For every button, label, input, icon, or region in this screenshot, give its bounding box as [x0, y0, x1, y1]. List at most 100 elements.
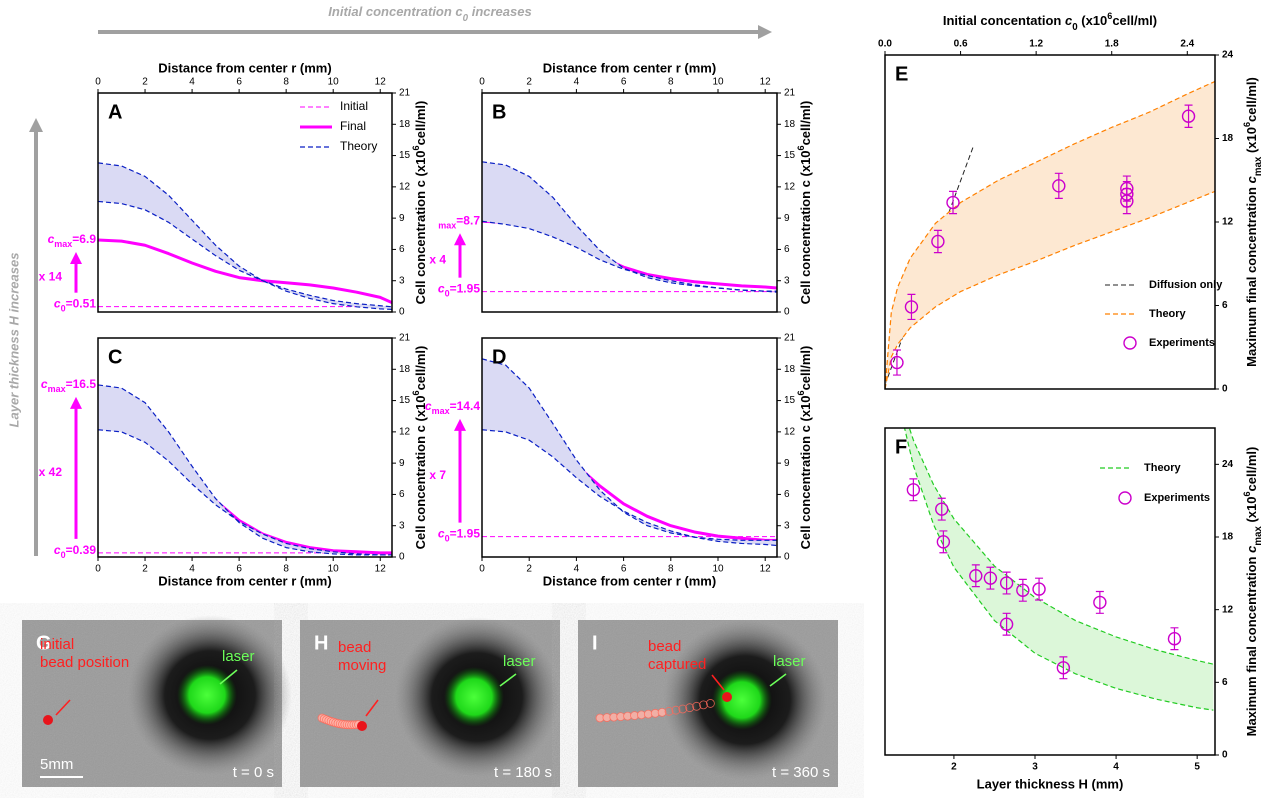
bead-trail [692, 701, 701, 711]
time-label: t = 0 s [233, 764, 274, 781]
x-tick-label: 2 [526, 77, 532, 88]
x-axis-label-part: Initial concentation [943, 13, 1065, 28]
x-tick-label: 0.6 [954, 39, 968, 50]
series-line [98, 238, 392, 304]
legend-label: Final [340, 119, 366, 133]
side-arrow-head [29, 118, 43, 132]
x-tick-label: 10 [328, 77, 340, 88]
theory-band [904, 428, 1214, 711]
y-axis-label-part: max [1253, 156, 1264, 176]
x-tick-label: 0 [479, 77, 485, 88]
x-tick-label: 1.8 [1105, 39, 1119, 50]
y-tick-label: 0 [399, 552, 405, 563]
plot-frame [884, 427, 1216, 756]
panel-letter: I [592, 632, 598, 654]
bead-pointer [55, 699, 71, 716]
bead-trail [678, 704, 688, 714]
x-tick-label: 6 [621, 77, 627, 88]
y-axis-label-part: (x10 [1244, 127, 1259, 157]
x-tick-label: 5 [1194, 762, 1200, 773]
c0-label-part: =0.39 [66, 543, 97, 557]
data-point [906, 483, 921, 497]
bead-trail [706, 699, 715, 708]
y-tick-label: 21 [784, 88, 796, 99]
cmax-label-part: max [54, 239, 72, 249]
c0-label: c0=0.39 [54, 543, 96, 560]
x-tick-label: 2 [142, 564, 148, 575]
data-point [999, 576, 1014, 590]
laser-pointer [219, 669, 238, 685]
plot-area [98, 162, 392, 310]
y-tick-label: 18 [1222, 532, 1234, 543]
theory-lower [903, 428, 1214, 711]
laser-pointer [769, 673, 787, 687]
factor-label: x 4 [429, 253, 446, 267]
cmax-label-part: c [425, 399, 432, 413]
theory-lower [482, 220, 777, 293]
data-point [1167, 632, 1182, 646]
bead-trail [657, 707, 667, 717]
x-axis-label: Distance from center r (mm) [543, 573, 716, 588]
bead [722, 692, 732, 702]
y-tick-label: 12 [1222, 217, 1234, 228]
data-point [936, 535, 951, 549]
y-axis-label-part: c [1244, 545, 1259, 553]
y-tick-label: 3 [784, 520, 790, 531]
error-bar [986, 566, 995, 590]
x-tick-label: 6 [621, 564, 627, 575]
y-tick-label: 18 [399, 119, 411, 130]
x-axis-label: Distance from center r (mm) [158, 60, 331, 75]
y-axis-label-part: cell/ml) [1244, 447, 1259, 492]
y-tick-label: 6 [1222, 300, 1228, 311]
series-line [482, 161, 777, 292]
c0-label-part: =0.51 [66, 297, 97, 311]
bead-caption: bead position [40, 654, 129, 671]
data-point [983, 571, 998, 585]
y-axis-label-part: Cell concentration c (x10 [413, 150, 428, 304]
x-tick-label: 3 [1032, 762, 1038, 773]
x-tick-label: 8 [283, 77, 289, 88]
y-axis-label-part: cell/ml) [413, 101, 428, 146]
legend-label: Theory [1144, 462, 1182, 474]
y-axis-label-part: Cell concentration c (x10 [413, 395, 428, 549]
c0-label-part: 0 [61, 304, 66, 314]
x-axis-label: Initial concentation c0 (x106cell/ml) [943, 11, 1157, 33]
y-tick-label: 6 [784, 244, 790, 255]
series-line [885, 80, 1215, 389]
y-axis-label-part: cell/ml) [1244, 77, 1259, 122]
y-axis-label-part: Maximum final concentration [1244, 553, 1259, 736]
plot-frame [97, 92, 393, 313]
y-tick-label: 15 [399, 150, 411, 161]
laser-pointer [499, 673, 517, 687]
y-tick-label: 21 [784, 333, 796, 344]
laser-spot [444, 667, 504, 727]
c0-label-part: 0 [445, 534, 450, 544]
legend-label: Theory [1149, 308, 1187, 320]
y-axis-label-part: (x10 [1244, 496, 1259, 526]
panel-letter: C [108, 346, 122, 368]
y-axis-label-part: max [1253, 526, 1264, 546]
x-axis-label: Distance from center r (mm) [543, 60, 716, 75]
bead-pointer [711, 674, 725, 691]
x-tick-label: 12 [760, 77, 772, 88]
data-point [1032, 582, 1046, 596]
y-tick-label: 15 [399, 395, 411, 406]
y-axis-label-part: c [1244, 175, 1259, 183]
x-tick-label: 4 [189, 77, 195, 88]
y-tick-label: 6 [784, 489, 790, 500]
x-axis-label: Layer thickness H (mm) [977, 776, 1124, 791]
c0-label: c0=0.51 [54, 297, 96, 314]
x-tick-label: 8 [668, 77, 674, 88]
x-tick-label: 0 [479, 564, 485, 575]
error-bar [1035, 577, 1044, 601]
legend-marker [1118, 491, 1132, 505]
y-tick-label: 15 [784, 150, 796, 161]
y-tick-label: 18 [399, 364, 411, 375]
y-axis-label-part: Cell concentration c (x10 [798, 395, 813, 549]
legend-label: Diffusion only [1149, 279, 1223, 291]
error-bar [937, 497, 946, 521]
y-axis-label-part: cell/ml) [798, 101, 813, 146]
top-arrow-label-part: Initial concentration [328, 4, 455, 19]
x-tick-label: 8 [668, 564, 674, 575]
x-tick-label: 0.0 [878, 39, 892, 50]
